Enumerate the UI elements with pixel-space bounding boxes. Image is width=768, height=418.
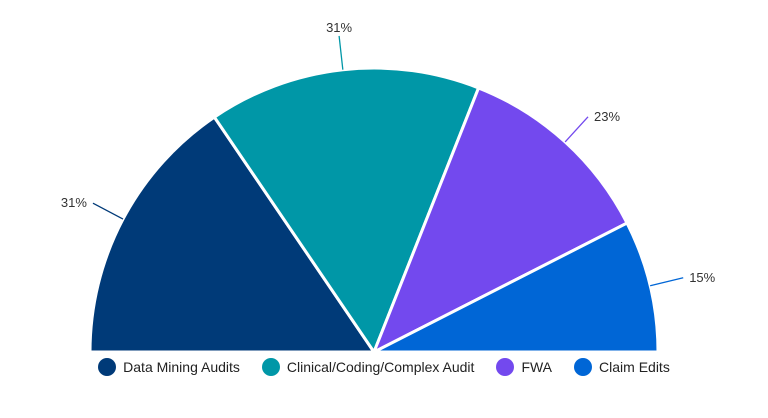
data-label-2: 23%: [594, 109, 620, 124]
legend-item-3[interactable]: Claim Edits: [574, 358, 670, 376]
legend-label-2: FWA: [521, 359, 553, 375]
legend-label-0: Data Mining Audits: [123, 359, 240, 375]
data-label-1: 31%: [326, 20, 352, 35]
legend-swatch-2: [496, 358, 515, 376]
legend-item-0[interactable]: Data Mining Audits: [98, 358, 240, 376]
legend-item-1[interactable]: Clinical/Coding/Complex Audit: [261, 358, 475, 376]
legend-swatch-3: [574, 358, 593, 376]
legend-label-1: Clinical/Coding/Complex Audit: [286, 359, 475, 375]
legend-swatch-1: [261, 358, 280, 376]
data-label-0: 31%: [61, 195, 87, 210]
chart-legend: Data Mining Audits Clinical/Coding/Comple…: [0, 358, 768, 376]
legend-swatch-0: [98, 358, 117, 376]
leader-line-3: [650, 277, 684, 287]
slice-3[interactable]: [373, 221, 660, 354]
legend-label-3: Claim Edits: [599, 359, 670, 375]
data-label-3: 15%: [689, 270, 715, 285]
leader-line-2: [564, 116, 589, 143]
slice-2[interactable]: [371, 85, 630, 356]
legend-item-2[interactable]: FWA: [496, 358, 552, 376]
leader-line-0: [92, 202, 124, 220]
leader-line-1: [338, 35, 344, 70]
